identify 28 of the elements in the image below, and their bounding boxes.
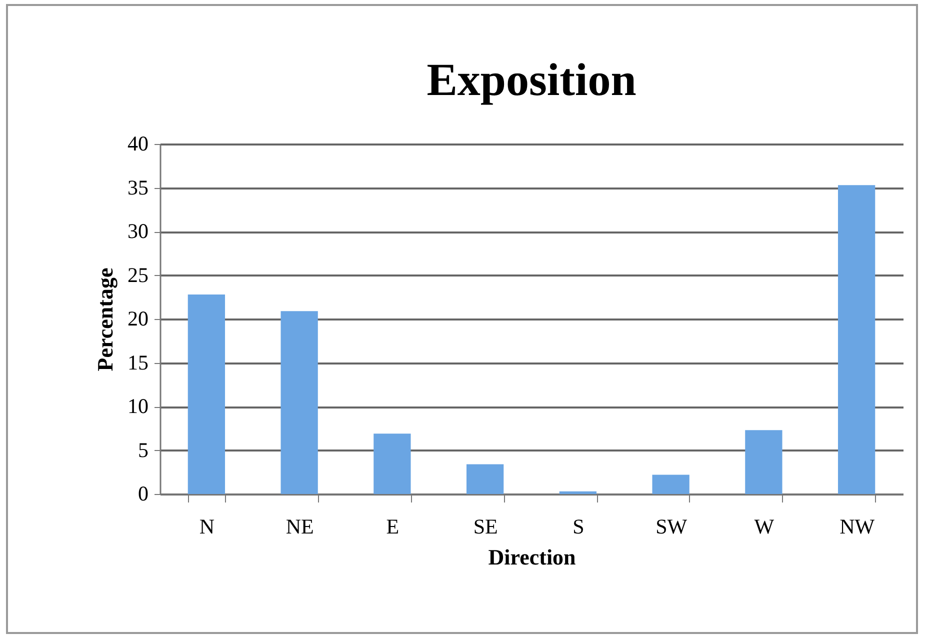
- y-tick-label: 5: [138, 438, 148, 462]
- y-tick-label: 15: [128, 350, 148, 374]
- y-tick-label: 20: [128, 306, 148, 330]
- chart-title: Exposition: [426, 54, 636, 105]
- x-tick-label: SW: [656, 514, 688, 538]
- bar: [374, 434, 411, 494]
- bar: [652, 474, 690, 494]
- bar: [188, 294, 226, 494]
- y-tick-label: 35: [128, 175, 148, 200]
- x-tick-label: NW: [840, 514, 875, 538]
- bar: [838, 185, 876, 494]
- x-axis-title: Direction: [488, 544, 576, 570]
- x-tick-label: SE: [473, 514, 498, 538]
- bar: [466, 464, 504, 494]
- x-tick-label: S: [572, 514, 584, 538]
- y-tick-label: 10: [128, 394, 148, 418]
- x-tick-label: NE: [286, 514, 314, 538]
- y-tick-label: 0: [138, 482, 148, 506]
- y-tick-label: 40: [128, 132, 148, 156]
- y-axis-title: Percentage: [92, 268, 118, 372]
- bar: [559, 491, 597, 494]
- y-tick-label: 30: [128, 219, 148, 243]
- x-tick-label: N: [199, 514, 215, 538]
- x-tick-label: W: [754, 514, 774, 538]
- y-tick-label: 25: [128, 262, 148, 287]
- bar: [280, 311, 318, 494]
- x-tick-label: E: [386, 514, 400, 538]
- bar: [745, 430, 782, 494]
